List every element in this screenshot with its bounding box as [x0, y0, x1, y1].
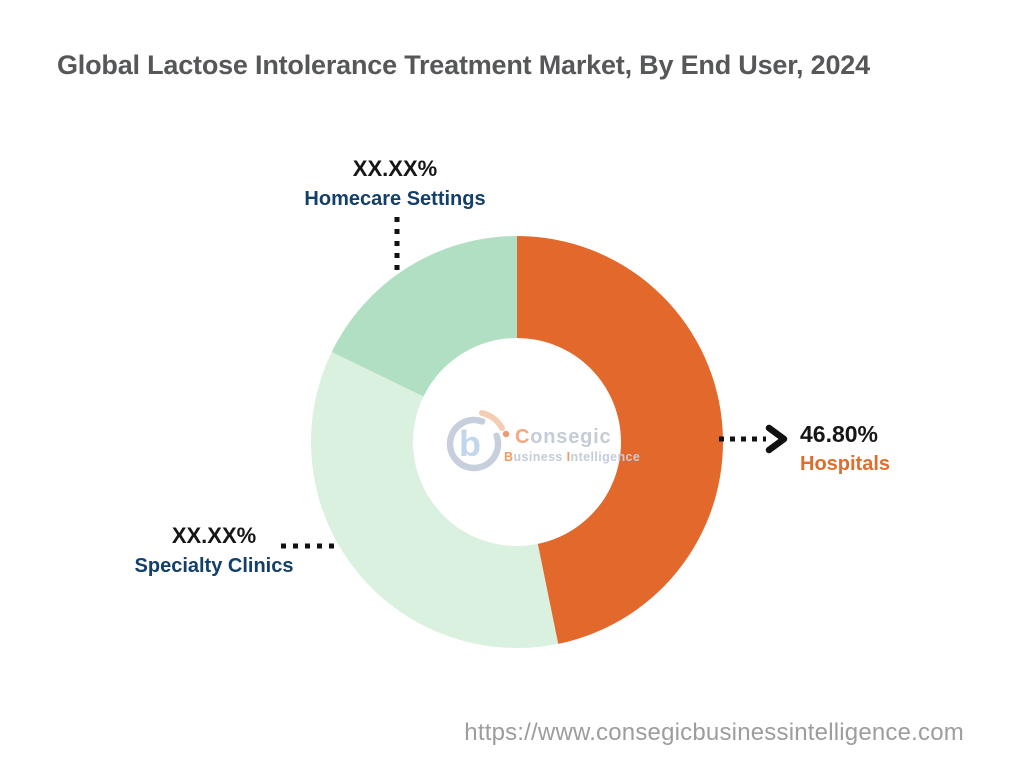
pie-segment-homecare-settings: [331, 236, 517, 397]
specialty-label: Specialty Clinics: [134, 554, 294, 577]
homecare-label: Homecare Settings: [304, 187, 486, 210]
pie-segment-specialty-clinics: [310, 351, 559, 649]
callout-homecare: XX.XX% Homecare Settings: [304, 154, 485, 213]
donut-segments: [310, 236, 723, 649]
hospitals-label: Hospitals: [800, 453, 891, 476]
hospitals-arrowhead-icon: [765, 424, 788, 454]
website-url: https://www.consegicbusinessintelligence…: [464, 719, 964, 746]
callout-hospitals: 46.80% Hospitals: [800, 418, 890, 478]
brand-logo: b Consegic Business Intelligence: [446, 410, 640, 472]
hospitals-value: 46.80%: [800, 421, 879, 447]
logo-brand-text: Consegic: [515, 426, 611, 448]
callout-lines: [281, 217, 788, 549]
logo-tagline-text: Business Intelligence: [504, 450, 640, 464]
homecare-value: XX.XX%: [352, 156, 438, 181]
specialty-value: XX.XX%: [171, 523, 257, 548]
logo-dot-icon: [502, 430, 510, 438]
logo-circle-arc: [446, 416, 502, 472]
logo-swoosh-icon: [479, 410, 505, 431]
logo-letter-b: b: [459, 423, 481, 464]
callout-specialty: XX.XX% Specialty Clinics: [135, 521, 294, 580]
chart-title: Global Lactose Intolerance Treatment Mar…: [57, 50, 870, 80]
pie-segment-hospitals: [517, 236, 723, 644]
